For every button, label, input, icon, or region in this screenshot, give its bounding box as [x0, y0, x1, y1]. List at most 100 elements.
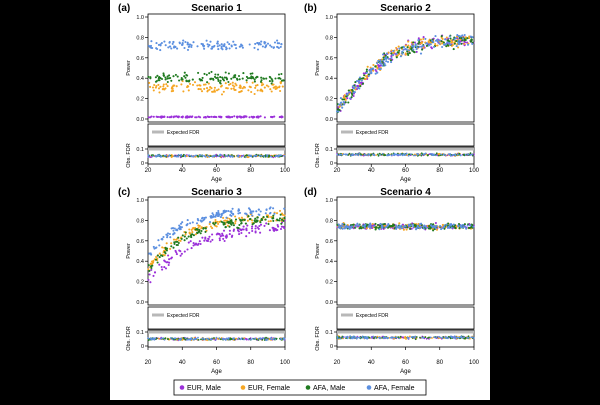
- power-point: [379, 222, 382, 225]
- fdr-point: [158, 155, 160, 157]
- power-point: [276, 228, 279, 232]
- power-point: [463, 33, 466, 37]
- power-point: [221, 78, 225, 81]
- power-point: [162, 72, 165, 75]
- power-point: [267, 222, 270, 226]
- power-point: [199, 79, 202, 82]
- power-point: [463, 42, 466, 45]
- power-point: [444, 38, 447, 41]
- x-tick-label: 60: [402, 168, 409, 174]
- power-point: [240, 216, 243, 219]
- fdr-point: [449, 154, 452, 157]
- power-point: [175, 85, 178, 88]
- power-point: [204, 216, 207, 219]
- power-point: [209, 77, 212, 80]
- fdr-point: [164, 337, 167, 340]
- power-point: [279, 89, 282, 93]
- power-point: [180, 83, 183, 86]
- fdr-point: [442, 153, 445, 156]
- power-point: [346, 97, 349, 100]
- x-tick-label: 100: [469, 360, 480, 366]
- power-point: [231, 207, 234, 210]
- power-point: [177, 236, 180, 239]
- power-point: [254, 76, 258, 79]
- power-point: [251, 72, 254, 75]
- fdr-point: [467, 335, 470, 338]
- power-point: [223, 43, 226, 46]
- power-point: [446, 41, 449, 44]
- legend-band-frame: [336, 306, 475, 330]
- power-plot-frame: [336, 196, 475, 306]
- power-point: [218, 44, 221, 47]
- power-point: [356, 84, 359, 87]
- power-point: [341, 98, 344, 101]
- power-point: [164, 267, 168, 270]
- power-point: [395, 227, 398, 230]
- panel-1: (a) Scenario 1 Expected FDR 0.0 0.2 0.4 0.6 0.8…: [118, 3, 291, 183]
- power-point: [254, 42, 257, 45]
- power-point: [465, 227, 468, 230]
- power-point: [192, 242, 195, 245]
- power-point: [211, 238, 214, 241]
- power-point: [236, 78, 239, 81]
- power-point: [230, 44, 233, 47]
- power-point: [469, 224, 472, 227]
- power-point: [378, 64, 381, 67]
- power-point: [278, 115, 281, 119]
- power-point: [158, 252, 161, 255]
- power-point: [270, 82, 273, 85]
- fdr-point: [235, 337, 238, 340]
- fdr-point: [471, 336, 474, 339]
- power-point: [257, 227, 260, 230]
- power-point: [190, 247, 193, 250]
- power-point: [374, 222, 377, 225]
- power-point: [224, 71, 227, 74]
- power-point: [245, 79, 248, 82]
- power-point: [225, 46, 228, 49]
- power-point: [341, 227, 344, 230]
- power-point: [244, 212, 247, 215]
- power-point: [253, 80, 256, 83]
- power-point: [250, 212, 253, 215]
- power-point: [433, 225, 436, 228]
- y-tick-label: 1.0: [136, 198, 144, 204]
- power-point: [358, 76, 362, 79]
- power-point: [231, 221, 234, 224]
- fdr-point: [237, 337, 240, 340]
- power-point: [418, 41, 421, 44]
- power-point: [229, 82, 232, 85]
- power-point: [428, 225, 431, 228]
- fdr-point: [354, 336, 357, 339]
- power-point: [150, 40, 153, 43]
- fdr-series-afa-female: [147, 153, 286, 159]
- power-point: [178, 224, 181, 227]
- power-point: [193, 81, 197, 84]
- power-point: [228, 47, 231, 50]
- power-point: [254, 225, 257, 228]
- power-point: [398, 47, 401, 50]
- power-point: [412, 41, 415, 44]
- y-tick-label: 0.0: [325, 300, 333, 306]
- power-point: [233, 76, 237, 79]
- y-tick-label: 0.2: [136, 280, 144, 286]
- power-point: [386, 224, 389, 227]
- fdr-point: [214, 154, 216, 157]
- power-point: [276, 39, 279, 42]
- fdr-point: [469, 154, 472, 156]
- power-point: [436, 40, 439, 43]
- power-point: [390, 61, 393, 64]
- power-point: [350, 96, 353, 99]
- x-tick-label: 40: [368, 360, 375, 366]
- power-point: [265, 77, 268, 80]
- fdr-point: [407, 154, 410, 157]
- power-point: [374, 228, 377, 231]
- power-point: [339, 97, 342, 100]
- fdr-point: [245, 338, 248, 341]
- power-point: [213, 44, 216, 47]
- x-tick-label: 100: [469, 168, 480, 174]
- power-point: [380, 224, 384, 227]
- fdr-point: [197, 155, 199, 158]
- scatter-points: [147, 39, 286, 159]
- power-point: [246, 219, 249, 222]
- power-point: [407, 40, 410, 43]
